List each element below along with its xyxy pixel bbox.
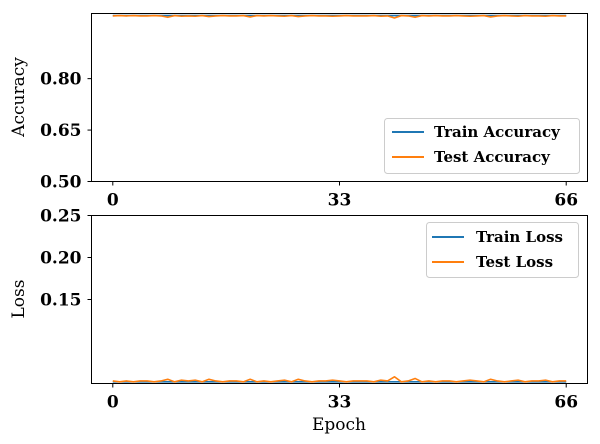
- loss-y-axis-label: Loss: [9, 280, 29, 319]
- accuracy-y-tick-label: 0.80: [40, 70, 82, 90]
- legend-label-train-loss: Train Loss: [476, 228, 563, 246]
- loss-x-tick-label: 33: [328, 393, 352, 413]
- loss-legend: Train Loss Test Loss: [426, 222, 579, 278]
- loss-x-axis-label: Epoch: [312, 415, 366, 435]
- legend-label-test-loss: Test Loss: [476, 253, 553, 271]
- accuracy-y-tick-label: 0.65: [40, 121, 81, 141]
- accuracy-legend: Train Accuracy Test Accuracy: [384, 118, 580, 174]
- loss-y-tick-label: 0.20: [40, 249, 82, 269]
- loss-ticks: 0 33 66 0.15 0.20 0.25: [40, 207, 578, 413]
- accuracy-ticks: 0 33 66 0.50 0.65 0.80: [40, 70, 578, 211]
- loss-series-layer: [112, 375, 567, 383]
- loss-legend-frame: [426, 222, 579, 278]
- accuracy-x-tick-label: 0: [107, 191, 119, 211]
- accuracy-x-tick-label: 33: [328, 191, 352, 211]
- accuracy-y-axis-label: Accuracy: [9, 57, 29, 138]
- accuracy-panel: 0 33 66 0.50 0.65 0.80 Accuracy Train Accurac…: [9, 13, 588, 211]
- legend-label-train-accuracy: Train Accuracy: [434, 123, 561, 141]
- series-line-test-loss: [112, 375, 567, 383]
- loss-x-tick-label: 0: [107, 393, 119, 413]
- legend-label-test-accuracy: Test Accuracy: [434, 148, 551, 166]
- accuracy-x-tick-label: 66: [554, 191, 578, 211]
- loss-y-tick-label: 0.25: [40, 207, 81, 227]
- loss-panel: 0 33 66 0.15 0.20 0.25 Loss Epoch Train Loss …: [9, 207, 588, 435]
- loss-y-tick-label: 0.15: [40, 291, 81, 311]
- accuracy-series-layer: [112, 14, 567, 19]
- accuracy-legend-frame: [384, 118, 580, 174]
- accuracy-y-tick-label: 0.50: [40, 173, 82, 193]
- loss-x-tick-label: 66: [554, 393, 578, 413]
- series-line-test-accuracy: [112, 14, 567, 19]
